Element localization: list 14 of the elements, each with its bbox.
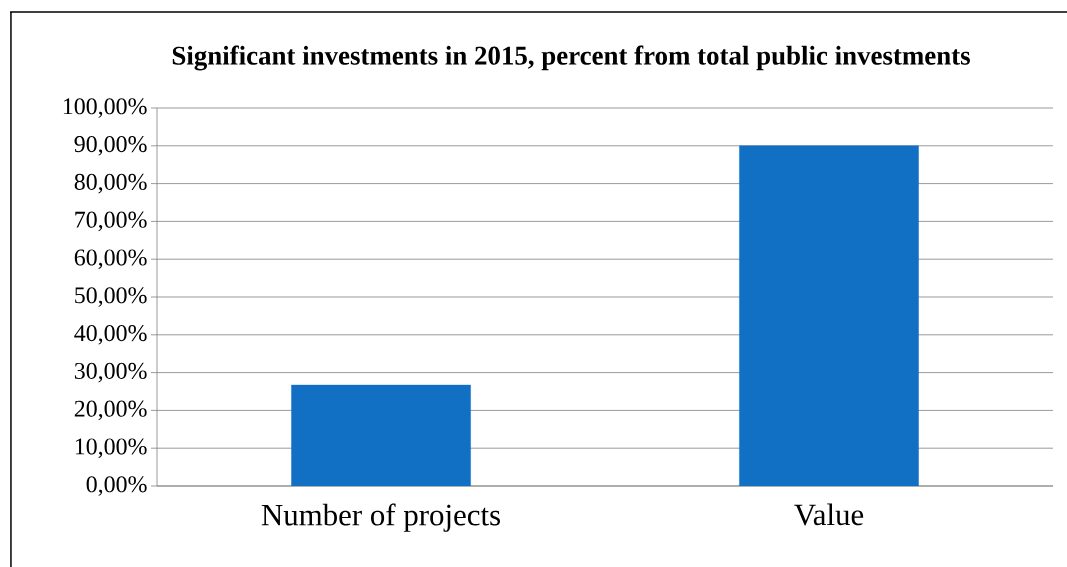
- y-tick-label: 20,00%: [74, 400, 147, 421]
- chart-title: Significant investments in 2015, percent from total public investments: [172, 45, 970, 71]
- y-tick-label: 30,00%: [74, 362, 147, 383]
- y-tick-label: 40,00%: [74, 325, 147, 345]
- x-tick-label: Number of projects: [261, 503, 500, 532]
- y-tick-label: 80,00%: [74, 173, 147, 194]
- y-tick-label: 70,00%: [75, 211, 147, 232]
- x-tick-label: Value: [794, 503, 864, 526]
- y-tick-label: 50,00%: [75, 287, 147, 307]
- y-tick-label: 100,00%: [63, 98, 147, 118]
- y-tick-label: 60,00%: [74, 249, 147, 269]
- y-tick-label: 0,00%: [86, 476, 147, 496]
- y-tick-label: 10,00%: [75, 438, 147, 458]
- y-tick-label: 90,00%: [74, 136, 147, 156]
